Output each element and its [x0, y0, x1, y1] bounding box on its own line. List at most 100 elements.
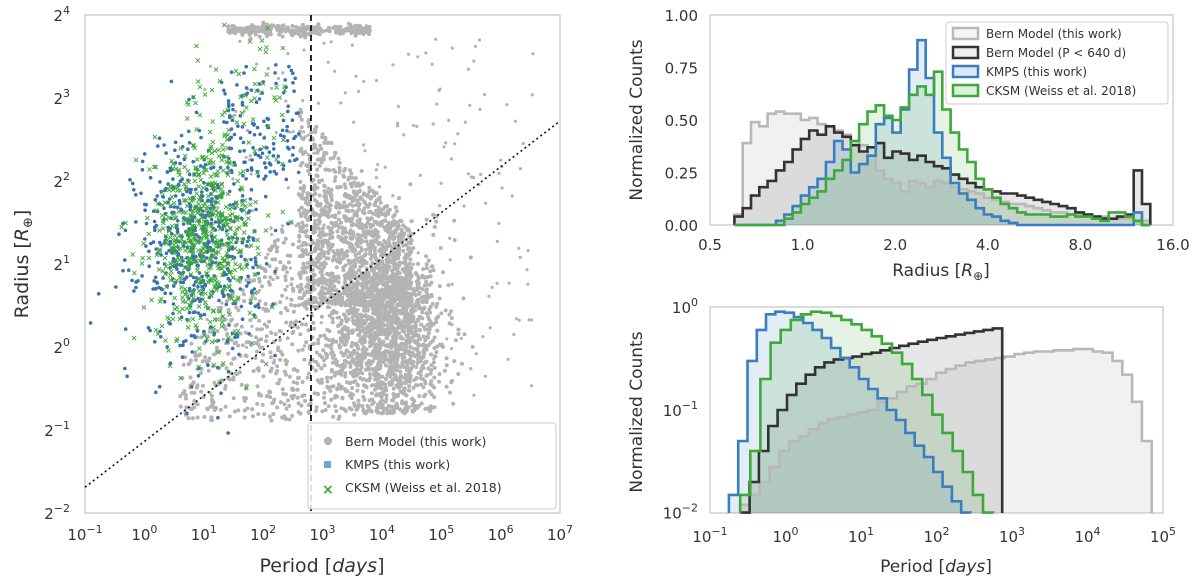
bern-point	[413, 271, 418, 276]
bern-point	[320, 285, 325, 290]
bern-point	[413, 303, 418, 308]
bern-point	[402, 329, 407, 334]
bern-point	[323, 401, 327, 406]
bern-point	[382, 323, 386, 327]
bern-point	[299, 282, 304, 287]
bern-point	[227, 377, 232, 382]
bern-point	[380, 351, 385, 356]
bern-point	[430, 383, 434, 388]
bern-point	[255, 327, 260, 332]
cksm-point: ×	[226, 244, 233, 253]
bern-point	[277, 377, 282, 382]
bern-point	[416, 301, 421, 306]
bern-point	[432, 395, 437, 400]
bern-point	[298, 225, 303, 230]
bern-point	[337, 210, 342, 215]
bern-point	[481, 335, 485, 339]
cksm-point: ×	[237, 169, 244, 178]
bern-point	[348, 246, 352, 250]
bern-point	[514, 317, 519, 321]
bern-point	[408, 339, 413, 344]
bern-point	[342, 214, 347, 219]
bern-point	[345, 253, 350, 258]
bern-point	[289, 220, 294, 225]
bern-point	[289, 282, 294, 287]
bern-point	[295, 368, 300, 373]
cksm-point: ×	[159, 321, 166, 330]
bern-point	[333, 69, 337, 73]
bern-point	[315, 238, 320, 243]
cksm-point: ×	[177, 144, 184, 153]
bern-point	[399, 275, 404, 280]
kmps-point	[291, 153, 295, 157]
cksm-point: ×	[160, 224, 167, 233]
bern-point	[386, 237, 391, 242]
bern-point	[319, 28, 324, 33]
bern-point	[364, 261, 369, 266]
bern-point	[330, 301, 335, 306]
bern-point	[267, 264, 272, 269]
cksm-point: ×	[207, 317, 214, 326]
kmps-point	[130, 278, 134, 283]
bern-point	[444, 363, 449, 368]
kmps-point	[117, 232, 121, 236]
bern-point	[456, 372, 461, 376]
bern-point	[291, 309, 296, 314]
bern-point	[378, 293, 383, 298]
bern-point	[409, 296, 414, 301]
kmps-point	[225, 120, 229, 125]
bern-point	[281, 224, 285, 228]
bern-point	[238, 39, 242, 44]
bern-point	[411, 385, 416, 390]
bern-point	[376, 261, 381, 266]
cksm-point: ×	[190, 142, 197, 151]
bern-point	[450, 323, 454, 327]
bern-point	[184, 405, 189, 410]
kmps-point	[295, 157, 299, 161]
bern-point	[362, 223, 367, 228]
bern-point	[368, 344, 372, 349]
bern-point	[434, 350, 439, 355]
bern-point	[425, 292, 430, 297]
kmps-point	[291, 145, 296, 150]
kmps-point	[230, 346, 235, 351]
bern-point	[195, 415, 200, 420]
bern-point	[408, 257, 413, 262]
kmps-point	[154, 286, 158, 291]
cksm-point: ×	[229, 210, 236, 219]
bern-point	[275, 275, 280, 280]
cksm-point: ×	[265, 211, 272, 220]
bern-point	[462, 332, 467, 337]
bern-point	[369, 391, 374, 396]
cksm-point: ×	[204, 260, 211, 269]
bern-point	[364, 385, 369, 390]
bern-point	[478, 107, 482, 111]
bern-point	[349, 268, 354, 273]
bern-point	[473, 44, 478, 48]
bern-point	[331, 414, 336, 419]
bern-point	[278, 357, 283, 362]
cksm-point: ×	[225, 190, 232, 199]
kmps-point	[142, 152, 147, 156]
bern-point	[398, 365, 403, 370]
cksm-point: ×	[245, 235, 252, 244]
bern-point	[390, 247, 395, 252]
bern-point	[204, 359, 208, 363]
bern-point	[348, 22, 353, 27]
bern-point	[205, 407, 210, 412]
bern-point	[242, 415, 247, 420]
kmps-point	[190, 385, 194, 389]
cksm-point: ×	[251, 313, 258, 322]
cksm-point: ×	[239, 236, 246, 245]
bern-point	[350, 290, 355, 295]
bern-point	[392, 338, 397, 343]
bern-point	[381, 270, 386, 275]
bern-point	[314, 350, 319, 355]
bern-point	[452, 359, 457, 364]
bern-point	[263, 302, 268, 306]
kmps-point	[227, 323, 231, 327]
bern-point	[395, 124, 400, 128]
bern-point	[354, 341, 359, 346]
kmps-point	[254, 207, 258, 212]
